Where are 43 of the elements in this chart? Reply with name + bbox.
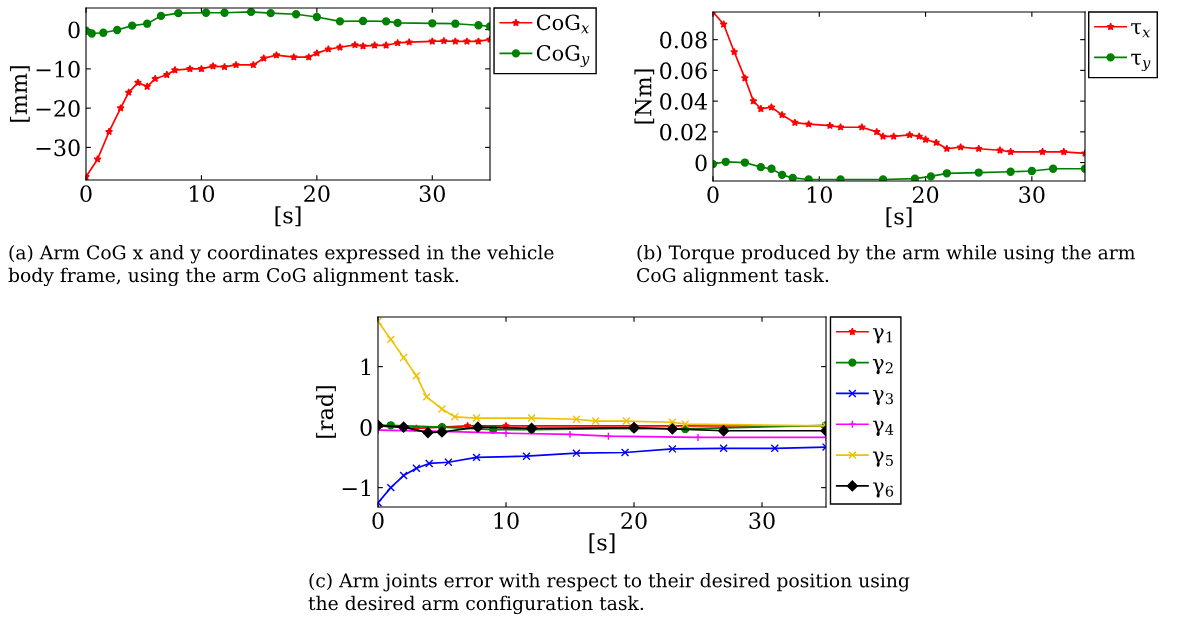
- x-tick-label: 20: [621, 512, 647, 530]
- x-tick-label: 10: [494, 512, 519, 530]
- y-tick-label: 0: [68, 21, 80, 39]
- legend-label: τ$_{y}$: [1131, 53, 1151, 72]
- legend-label: γ$_{6}$: [872, 482, 894, 498]
- legend-label: γ$_{4}$: [872, 420, 894, 436]
- y-tick-label: −30: [36, 139, 80, 157]
- x-tick-label: 0: [80, 185, 92, 203]
- y-tick-label: 1: [361, 358, 370, 376]
- legend-label: τ$_{x}$: [1131, 23, 1151, 38]
- y-tick-label: 0.08: [660, 31, 707, 49]
- x-tick-label: 0: [707, 186, 719, 204]
- legend-label: γ$_{3}$: [872, 389, 893, 406]
- y-tick-label: 0.04: [660, 93, 708, 110]
- y-tick-label: −10: [36, 60, 80, 78]
- y-axis-title: [Nm]: [634, 69, 655, 124]
- text: (a) Arm CoG x and y coordinates expressed in the vehicle body frame, using the arm CoG alignment task.: [8, 245, 554, 287]
- y-tick-label: −1: [342, 479, 370, 497]
- y-tick-label: 0.02: [660, 123, 706, 141]
- text: (c) Arm joints error with respect to their desired position using the desired arm configuration task.: [308, 573, 910, 615]
- y-tick-label: 0.06: [660, 62, 707, 80]
- y-tick-label: −20: [36, 100, 80, 117]
- legend-label: CoG$_{y}$: [536, 45, 590, 67]
- x-tick-label: 0: [372, 512, 384, 530]
- legend-label: γ$_{5}$: [872, 451, 893, 467]
- legend-label: CoG$_{x}$: [536, 14, 590, 34]
- y-tick-label: 0: [695, 154, 707, 172]
- x-tick-label: 20: [304, 185, 330, 203]
- x-tick-label: 10: [190, 185, 215, 203]
- x-axis-title: [s]: [886, 207, 912, 228]
- x-tick-label: 30: [419, 185, 445, 203]
- x-axis-title: [s]: [275, 206, 301, 227]
- y-axis-title: [rad]: [316, 386, 336, 438]
- x-tick-label: 20: [912, 186, 939, 204]
- legend-label: γ$_{2}$: [872, 359, 893, 375]
- x-tick-label: 30: [749, 512, 775, 530]
- y-tick-label: 0: [360, 419, 372, 436]
- x-tick-label: 10: [807, 186, 832, 204]
- x-tick-label: 30: [1019, 186, 1045, 204]
- y-axis-title: [mm]: [9, 66, 30, 122]
- x-axis-title: [s]: [589, 533, 615, 554]
- text: (b) Torque produced by the arm while using the arm CoG alignment task.: [637, 245, 1136, 287]
- legend-label: γ$_{1}$: [872, 328, 892, 344]
